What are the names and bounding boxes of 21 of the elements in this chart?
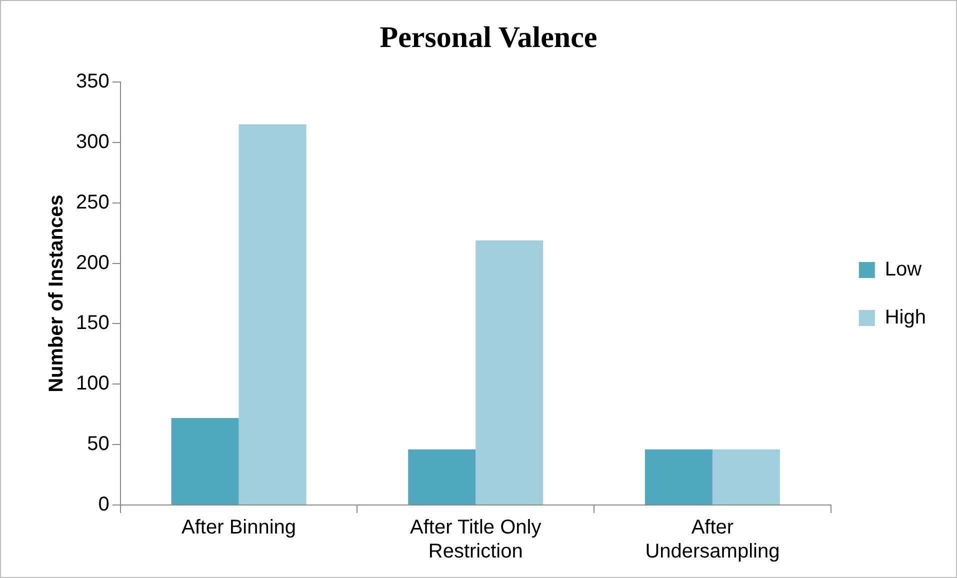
y-tick-label: 50 — [87, 433, 110, 456]
x-tick-label: After Title Only Restriction — [410, 516, 542, 563]
bar — [712, 449, 780, 504]
y-tick-label: 100 — [76, 372, 110, 395]
y-tick-label: 0 — [98, 494, 110, 516]
bar — [644, 449, 712, 504]
legend-label: Low — [884, 258, 922, 281]
x-tick-label: After Undersampling — [645, 516, 780, 563]
legend-label: High — [884, 306, 926, 329]
y-axis-title: Number of Instances — [46, 194, 68, 392]
y-tick-label: 250 — [76, 191, 110, 214]
bar — [476, 240, 544, 504]
chart-title: Personal Valence — [380, 20, 598, 54]
y-tick-label: 150 — [76, 312, 110, 334]
bar — [238, 124, 306, 504]
y-tick-label: 300 — [76, 130, 110, 153]
y-tick-label: 200 — [76, 252, 110, 274]
y-tick-label: 350 — [76, 70, 110, 93]
bar — [171, 418, 239, 504]
x-tick-label: After Binning — [182, 516, 296, 539]
bar — [408, 449, 476, 504]
